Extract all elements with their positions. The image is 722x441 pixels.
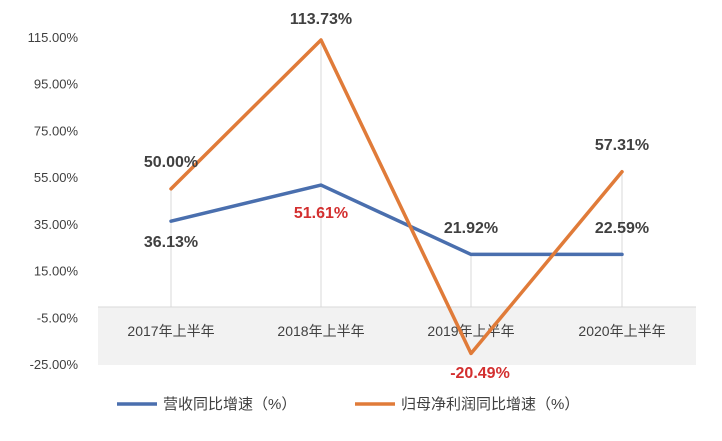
data-label: 50.00% [144,154,198,171]
series-lines [169,38,624,356]
y-tick-label: 75.00% [34,123,79,138]
revenue-growth-line [169,183,624,257]
y-tick-label: 95.00% [34,77,79,92]
category-band [98,307,696,365]
x-category-label: 2020年上半年 [578,323,665,339]
y-axis: 115.00% 95.00% 75.00% 55.00% 35.00% 15.00% -5.… [28,30,696,372]
data-label: 51.61% [294,205,348,222]
data-labels: 36.13% 51.61% 21.92% 22.59% 50.00% 113.73% -20… [144,11,649,382]
y-tick-label: 35.00% [34,217,79,232]
x-category-label: 2017年上半年 [127,323,214,339]
data-label: -20.49% [450,365,510,382]
y-tick-label: 115.00% [28,30,79,45]
legend-label: 归母净利润同比增速（%） [401,396,579,413]
legend-label: 营收同比增速（%） [163,396,296,413]
data-label: 113.73% [290,11,352,28]
y-tick-label: 15.00% [34,264,79,279]
x-category-label: 2018年上半年 [277,323,364,339]
y-tick-label: -25.00% [30,357,79,372]
legend: 营收同比增速（%） 归母净利润同比增速（%） [117,396,579,413]
data-label: 22.59% [595,220,649,237]
category-guide-lines [170,39,623,307]
net-profit-growth-line [169,38,624,356]
y-tick-label: -5.00% [37,310,79,325]
data-label: 21.92% [444,220,498,237]
data-label: 57.31% [595,137,649,154]
y-tick-label: 55.00% [34,170,79,185]
data-label: 36.13% [144,234,198,251]
x-category-label: 2019年上半年 [427,323,514,339]
